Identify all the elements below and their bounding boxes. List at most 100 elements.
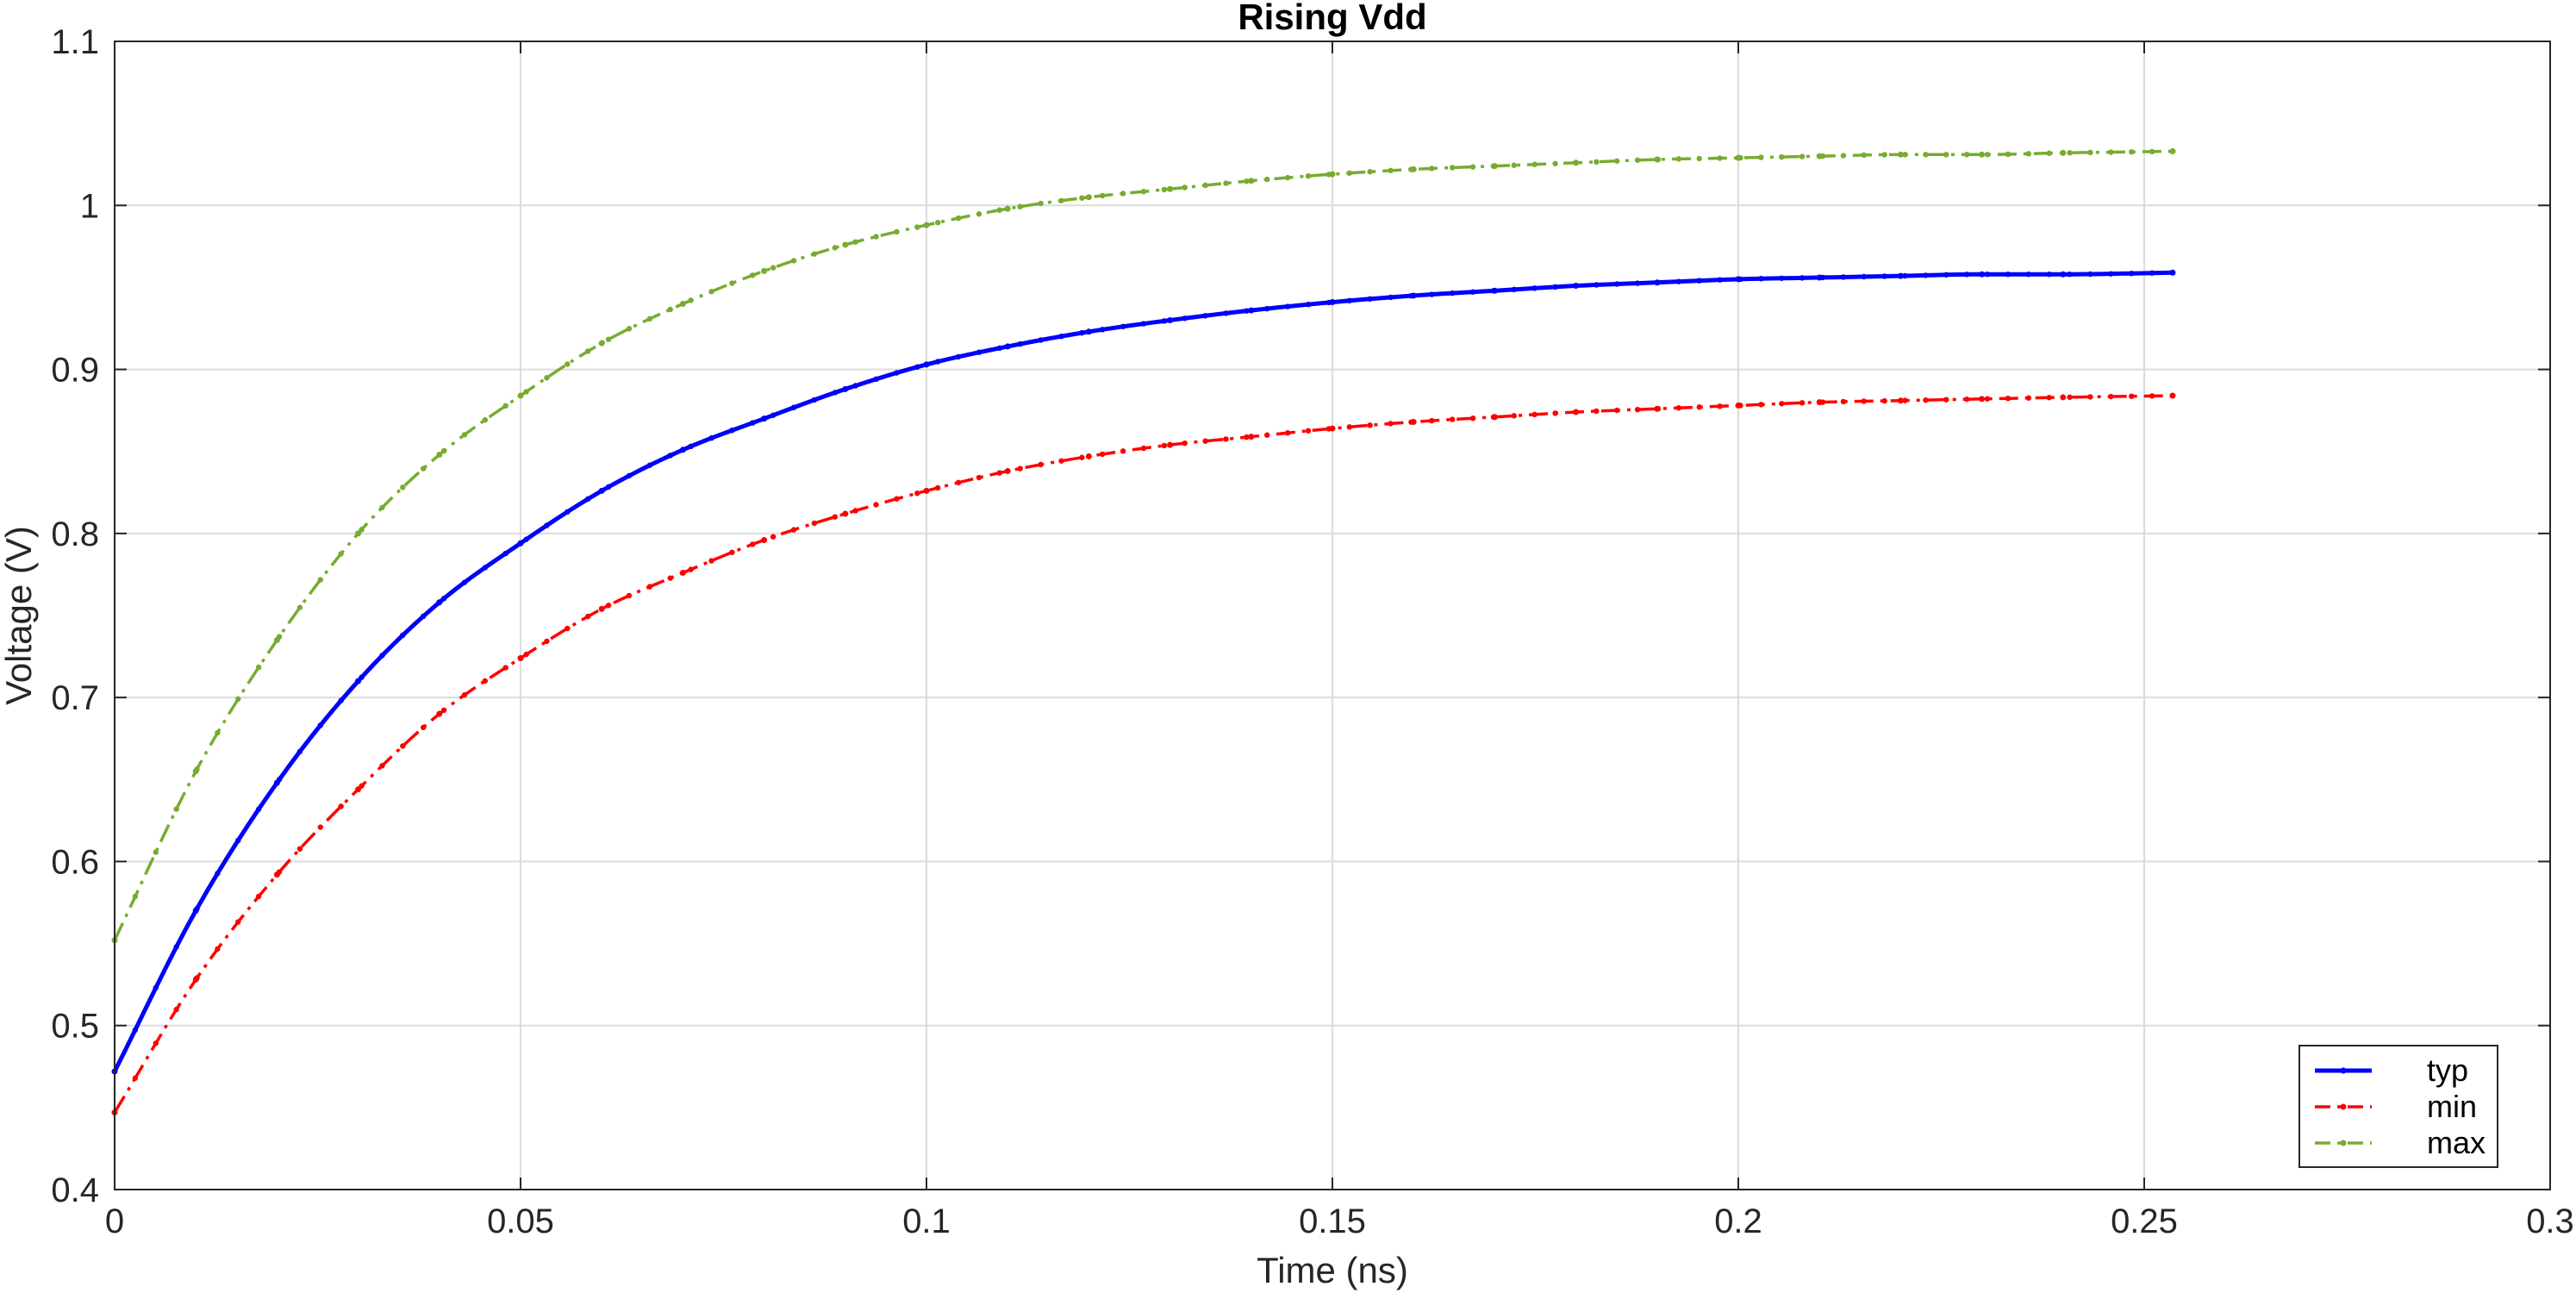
- data-point: [761, 415, 768, 422]
- data-point: [1284, 430, 1291, 436]
- data-point: [1248, 307, 1255, 314]
- data-point: [153, 984, 159, 991]
- data-point: [1511, 286, 1518, 293]
- data-point: [2108, 271, 2114, 277]
- data-point: [1735, 402, 1742, 409]
- data-point: [1594, 159, 1600, 166]
- data-point: [996, 345, 1003, 352]
- data-point: [1410, 292, 1417, 299]
- legend-box: [2298, 1045, 2498, 1168]
- data-point: [679, 300, 686, 307]
- data-point: [338, 551, 344, 557]
- data-point: [1244, 178, 1250, 184]
- data-point: [667, 306, 673, 313]
- data-point: [976, 349, 982, 355]
- y-tick-label: 0.9: [51, 352, 99, 390]
- data-point: [1491, 414, 1498, 421]
- data-point: [273, 779, 280, 786]
- data-point: [1038, 200, 1044, 207]
- data-point: [832, 514, 838, 520]
- data-point: [296, 846, 303, 853]
- data-point: [1552, 284, 1558, 290]
- series-markers-typ: [111, 269, 2176, 1075]
- data-point: [1202, 182, 1208, 189]
- data-point: [379, 653, 385, 659]
- data-point: [585, 496, 591, 503]
- chart-title: Rising Vdd: [1238, 0, 1426, 37]
- data-point: [502, 403, 508, 409]
- data-point: [1223, 180, 1229, 186]
- data-point: [421, 724, 427, 731]
- data-point: [2005, 395, 2012, 402]
- data-point: [646, 315, 653, 322]
- data-point: [1367, 169, 1373, 175]
- data-point: [1717, 403, 1723, 409]
- data-point: [996, 470, 1003, 476]
- data-point: [1511, 162, 1518, 168]
- data-point: [1675, 156, 1682, 162]
- data-point: [1614, 407, 1620, 414]
- data-point: [173, 1006, 179, 1013]
- data-point: [1346, 424, 1352, 430]
- data-point: [790, 258, 797, 264]
- data-point: [153, 849, 159, 855]
- data-point: [1004, 205, 1011, 212]
- x-tick-label: 0.15: [1299, 1202, 1366, 1240]
- data-point: [1758, 154, 1764, 160]
- data-point: [173, 944, 179, 950]
- data-point: [955, 479, 962, 486]
- data-point: [1410, 166, 1417, 172]
- data-point: [1531, 285, 1537, 291]
- data-point: [1182, 184, 1188, 191]
- x-tick-label: 0.1: [902, 1202, 951, 1240]
- x-axis-label: Time (ns): [1257, 1250, 1408, 1290]
- data-point: [359, 527, 365, 533]
- data-point: [923, 487, 930, 494]
- data-point: [436, 710, 443, 717]
- y-tick-label: 1: [80, 187, 99, 225]
- data-point: [2060, 394, 2067, 401]
- data-point: [1182, 315, 1188, 322]
- data-point: [770, 412, 777, 418]
- data-point: [1079, 329, 1085, 336]
- data-point: [1264, 176, 1270, 183]
- data-point: [436, 452, 443, 459]
- data-point: [1881, 152, 1887, 158]
- data-point: [1367, 422, 1373, 428]
- data-point: [1223, 436, 1229, 442]
- data-point: [1167, 185, 1174, 192]
- data-point: [1388, 421, 1394, 427]
- data-point: [2087, 394, 2093, 400]
- data-point: [1799, 275, 1806, 281]
- legend-label-typ: typ: [2427, 1053, 2468, 1088]
- data-point: [1979, 151, 1986, 158]
- data-point: [1963, 272, 1970, 278]
- data-point: [770, 265, 777, 271]
- data-point: [1202, 313, 1208, 319]
- data-point: [1140, 321, 1147, 327]
- data-point: [605, 484, 612, 490]
- data-point: [2025, 395, 2032, 401]
- data-point: [934, 359, 941, 365]
- data-point: [1305, 301, 1312, 308]
- data-point: [235, 696, 241, 703]
- data-point: [1573, 159, 1580, 166]
- legend-label-max: max: [2427, 1125, 2486, 1160]
- data-point: [1696, 155, 1702, 162]
- data-point: [2169, 392, 2176, 399]
- data-point: [1984, 396, 1991, 402]
- data-point: [1696, 278, 1702, 284]
- data-point: [976, 474, 982, 481]
- data-point: [1779, 401, 1785, 407]
- data-point: [790, 527, 797, 533]
- data-point: [750, 541, 756, 547]
- data-point: [1779, 153, 1785, 160]
- data-point: [1963, 152, 1970, 158]
- data-point: [1182, 440, 1188, 447]
- legend-marker-min: [2340, 1103, 2347, 1110]
- data-point: [1346, 170, 1352, 176]
- data-point: [1861, 152, 1867, 159]
- data-point: [2169, 147, 2176, 154]
- data-point: [842, 241, 849, 248]
- data-point: [955, 215, 962, 222]
